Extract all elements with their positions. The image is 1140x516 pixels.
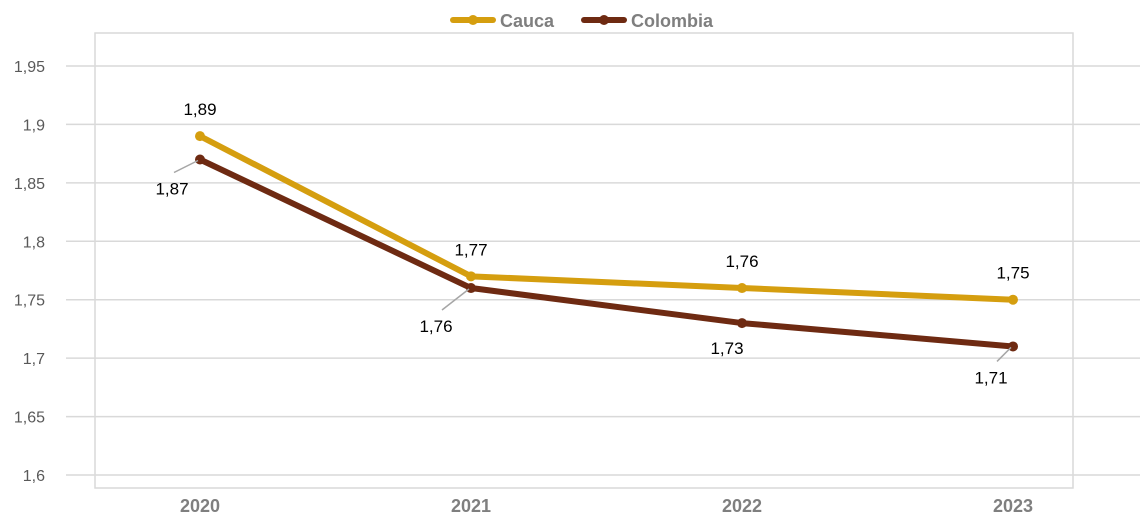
y-tick-label: 1,9	[23, 117, 45, 134]
data-point	[737, 318, 747, 329]
data-label: 1,77	[454, 240, 487, 259]
y-axis-ticks: 1,6 1,65 1,7 1,75 1,8 1,85 1,9 1,95	[14, 59, 45, 485]
data-point	[195, 154, 205, 165]
data-label: 1,75	[996, 264, 1029, 283]
data-label: 1,73	[710, 339, 743, 358]
series-line-cauca	[197, 133, 1016, 303]
series-line-colombia	[197, 156, 1016, 350]
y-tick-label: 1,95	[14, 59, 45, 76]
data-label: 1,76	[725, 252, 758, 271]
y-tick-label: 1,65	[14, 410, 45, 427]
leader-line	[996, 346, 1012, 362]
data-label: 1,76	[419, 317, 452, 336]
legend: Cauca Colombia	[450, 11, 714, 31]
x-axis-ticks: 2020 2021 2022 2023	[180, 496, 1033, 516]
data-point	[737, 283, 747, 294]
data-label: 1,87	[155, 179, 188, 198]
x-tick-label: 2021	[451, 496, 491, 516]
y-tick-label: 1,8	[23, 234, 45, 251]
x-tick-label: 2022	[722, 496, 762, 516]
plot-area-border	[94, 32, 1074, 489]
data-labels: 1,89 1,77 1,76 1,75 1,87 1,76 1,73 1,71	[155, 100, 1029, 387]
y-tick-label: 1,75	[14, 293, 45, 310]
leader-line	[441, 288, 470, 311]
data-point	[195, 131, 205, 142]
legend-label-colombia: Colombia	[631, 11, 714, 31]
gridlines	[66, 65, 1140, 476]
y-tick-label: 1,6	[23, 468, 45, 485]
leader-line	[173, 159, 199, 174]
data-point	[466, 271, 476, 282]
x-tick-label: 2023	[993, 496, 1033, 516]
legend-marker	[468, 15, 478, 25]
data-point	[466, 283, 476, 294]
x-tick-label: 2020	[180, 496, 220, 516]
y-tick-label: 1,85	[14, 176, 45, 193]
data-label: 1,71	[974, 368, 1007, 387]
legend-marker	[599, 15, 609, 25]
legend-label-cauca: Cauca	[500, 11, 555, 31]
data-label: 1,89	[183, 100, 216, 119]
data-point	[1008, 294, 1018, 305]
y-tick-label: 1,7	[23, 351, 45, 368]
